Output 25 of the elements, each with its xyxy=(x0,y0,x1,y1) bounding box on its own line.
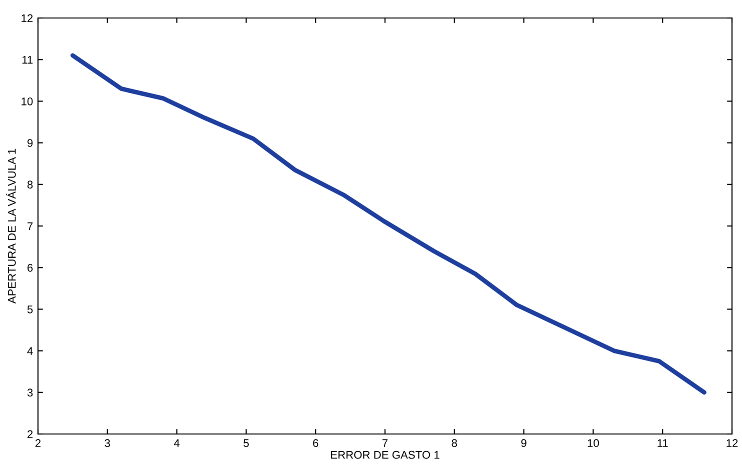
y-tick-label: 4 xyxy=(27,347,33,355)
x-tick-label: 3 xyxy=(104,439,110,448)
x-tick-label: 11 xyxy=(658,439,668,447)
y-tick-label: 3 xyxy=(27,388,33,397)
x-tick-label: 8 xyxy=(452,439,458,448)
x-tick-label: 2 xyxy=(35,439,41,447)
x-tick-label: 4 xyxy=(174,439,180,447)
line-series xyxy=(70,53,706,395)
x-tick-label: 10 xyxy=(588,439,599,448)
y-tick-label: 2 xyxy=(28,430,33,438)
y-axis-title: APERTURA DE LA VÁLVULA 1 xyxy=(6,148,16,304)
y-tick-label: 9 xyxy=(27,139,33,147)
y-tick-label: 11 xyxy=(22,56,33,64)
x-axis-title: ERROR DE GASTO 1 xyxy=(331,450,440,459)
x-tick-label: 7 xyxy=(382,439,388,447)
y-tick-label: 7 xyxy=(28,222,33,230)
x-tick-label: 6 xyxy=(313,439,318,448)
x-tick-label: 12 xyxy=(726,439,738,447)
y-tick-label: 8 xyxy=(27,180,33,189)
y-tick-label: 6 xyxy=(28,264,33,272)
y-tick-label: 12 xyxy=(22,14,33,22)
y-tick-label: 5 xyxy=(27,306,33,314)
y-tick-label: 10 xyxy=(22,97,33,106)
x-tick-label: 5 xyxy=(244,439,249,448)
x-tick-label: 9 xyxy=(521,439,526,448)
